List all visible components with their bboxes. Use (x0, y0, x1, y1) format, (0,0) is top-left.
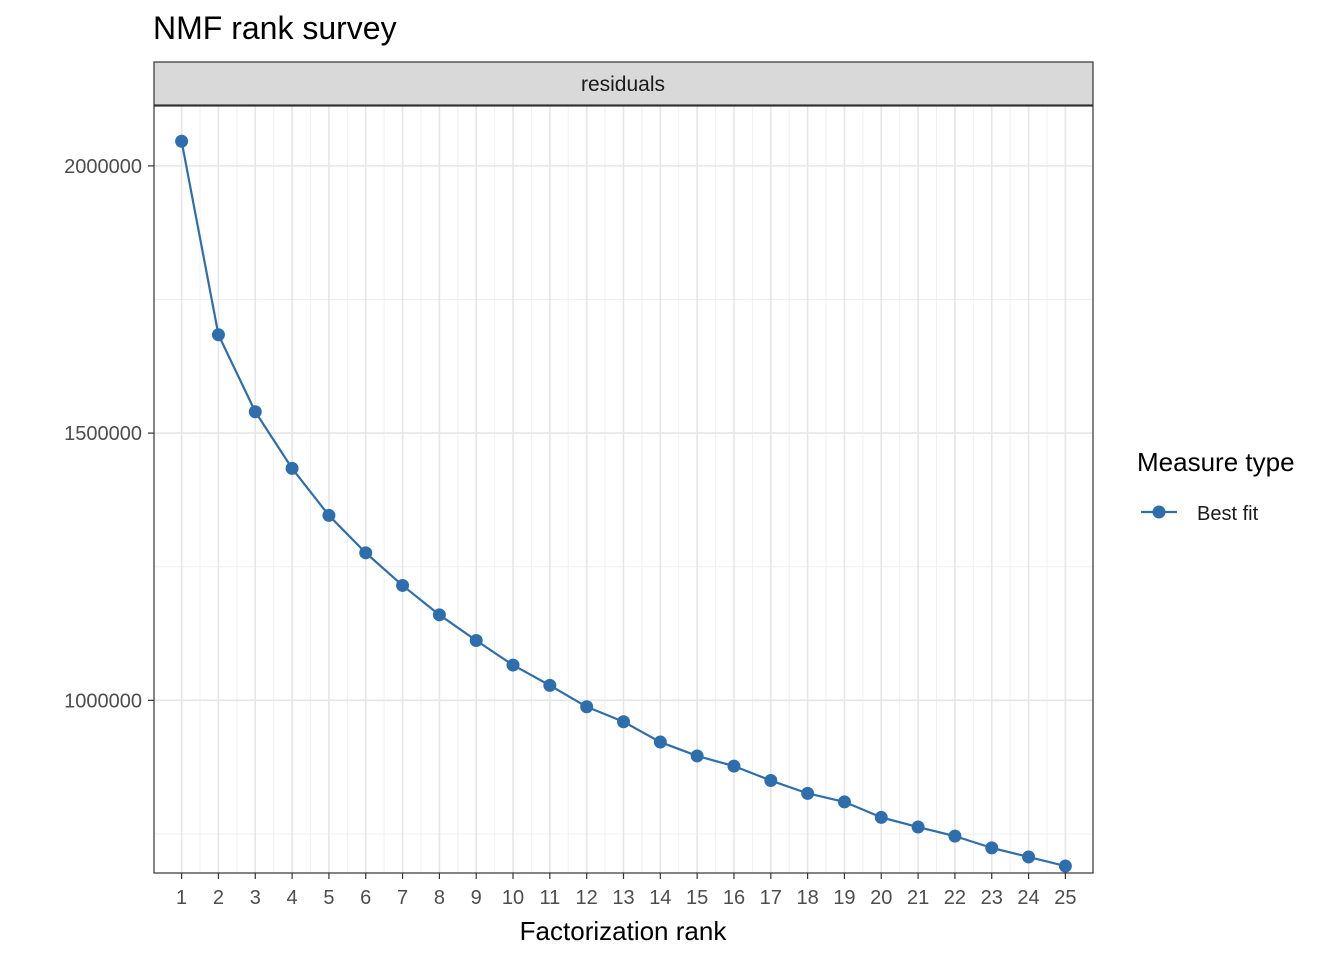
grid-major (154, 106, 1093, 873)
x-tick-label: 21 (907, 887, 929, 909)
facet-strip (153, 61, 1094, 106)
x-axis-title: Factorization rank (520, 916, 728, 946)
data-point (801, 786, 815, 800)
y-axis: 1000000 1500000 2000000 (64, 156, 154, 712)
x-tick-label: 10 (502, 887, 524, 909)
series-layer (175, 134, 1072, 873)
x-tick-label: 4 (287, 887, 298, 909)
x-tick-label: 5 (323, 887, 334, 909)
x-tick-label: 2 (213, 887, 224, 909)
x-tick-label: 6 (360, 887, 371, 909)
data-point (727, 759, 741, 773)
legend: Measure type Best fit (1137, 447, 1295, 525)
data-point (1058, 859, 1072, 873)
data-point (837, 795, 851, 809)
x-tick-label: 14 (649, 887, 671, 909)
legend-key-point (1152, 505, 1166, 519)
x-tick-label: 1 (176, 887, 187, 909)
x-tick-label: 8 (434, 887, 445, 909)
data-point (690, 749, 704, 763)
x-tick-label: 18 (796, 887, 818, 909)
x-tick-label: 17 (760, 887, 782, 909)
legend-title: Measure type (1137, 447, 1295, 477)
data-point (322, 508, 336, 522)
legend-entry-best-fit: Best fit (1197, 503, 1259, 525)
x-tick-label: 7 (397, 887, 408, 909)
data-point (1022, 850, 1036, 864)
data-point (580, 700, 594, 714)
data-point (359, 546, 373, 560)
chart-title: NMF rank survey (153, 10, 397, 46)
data-point (543, 678, 557, 692)
x-tick-label: 13 (612, 887, 634, 909)
y-tick-label: 1000000 (64, 690, 142, 712)
data-point (506, 658, 520, 672)
x-tick-label: 24 (1017, 887, 1039, 909)
y-tick-label: 2000000 (64, 156, 142, 178)
x-tick-label: 12 (576, 887, 598, 909)
x-tick-label: 25 (1054, 887, 1076, 909)
x-tick-label: 19 (833, 887, 855, 909)
facet-label: residuals (581, 73, 665, 96)
x-tick-label: 23 (981, 887, 1003, 909)
data-point (948, 829, 962, 843)
data-point (285, 461, 299, 475)
x-tick-label: 15 (686, 887, 708, 909)
x-axis: 1 2 3 4 5 6 7 8 9 10 11 12 13 14 15 16 17 18 19 20 21 22 23 24 2… (176, 873, 1077, 909)
grid-minor (154, 106, 1093, 873)
data-point (653, 735, 667, 749)
x-tick-label: 20 (870, 887, 892, 909)
data-point (985, 841, 999, 855)
data-point (175, 134, 189, 148)
data-point (432, 608, 446, 622)
y-tick-label: 1500000 (64, 423, 142, 445)
data-point (396, 578, 410, 592)
data-point (874, 810, 888, 824)
x-tick-label: 16 (723, 887, 745, 909)
data-point (248, 405, 262, 419)
data-point (469, 633, 483, 647)
x-tick-label: 9 (471, 887, 482, 909)
x-tick-label: 11 (539, 887, 560, 909)
data-point (764, 774, 778, 788)
data-point (617, 715, 630, 729)
data-point (911, 820, 925, 834)
data-point (211, 328, 225, 342)
x-tick-label: 3 (250, 887, 261, 909)
x-tick-label: 22 (944, 887, 966, 909)
